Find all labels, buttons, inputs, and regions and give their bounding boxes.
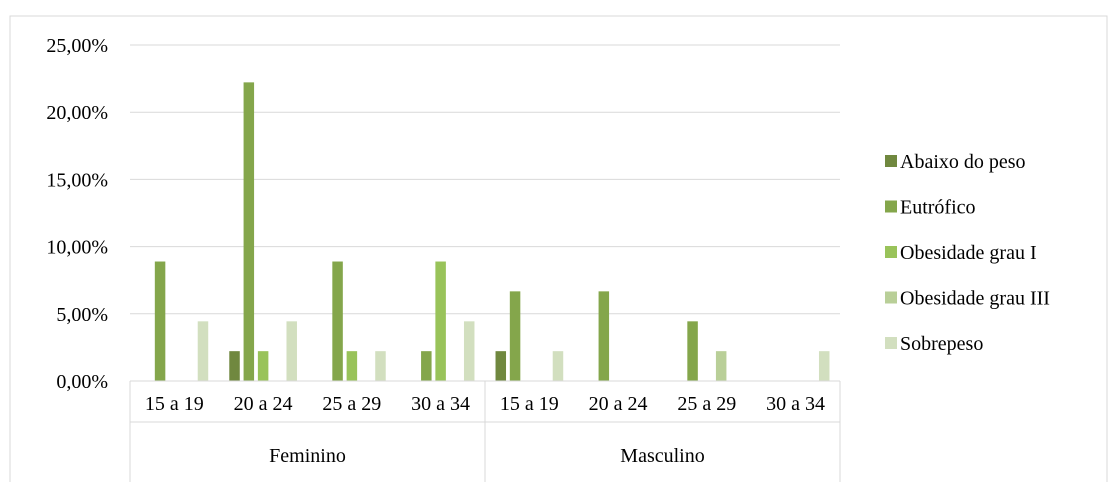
- legend-swatch: [885, 246, 897, 258]
- bar: [154, 261, 166, 381]
- chart-border: [9, 15, 1108, 482]
- legend-swatch: [885, 200, 897, 213]
- bar: [197, 321, 209, 381]
- bar: [495, 351, 507, 381]
- bar: [463, 321, 475, 381]
- bar: [715, 351, 727, 381]
- x-group-label: Feminino: [269, 445, 346, 467]
- legend-label: Abaixo do peso: [900, 151, 1026, 173]
- bar: [598, 291, 610, 381]
- legend-label: Obesidade grau I: [900, 242, 1037, 264]
- bar: [509, 291, 521, 381]
- x-tick-label: 20 a 24: [589, 393, 648, 415]
- gridlines: [130, 44, 840, 315]
- bar: [687, 321, 698, 381]
- y-tick-label: 15,00%: [46, 169, 108, 191]
- legend-label: Eutrófico: [900, 197, 976, 219]
- y-tick-label: 20,00%: [46, 102, 108, 124]
- legend-swatch: [885, 291, 897, 304]
- bar: [435, 261, 446, 381]
- bar: [346, 351, 358, 381]
- legend-label: Sobrepeso: [900, 333, 983, 355]
- x-tick-label: 25 a 29: [677, 393, 736, 415]
- y-tick-label: 0,00%: [56, 371, 108, 393]
- y-axis-ticks: 0,00% 5,00% 10,00% 15,00% 20,00% 25,00%: [46, 35, 108, 393]
- bar: [243, 82, 255, 382]
- x-tick-label: 30 a 34: [411, 393, 470, 415]
- x-tick-label: 30 a 34: [766, 393, 825, 415]
- bar: [375, 351, 386, 381]
- bar: [229, 351, 240, 381]
- x-tick-label: 15 a 19: [145, 393, 204, 415]
- x-tick-label: 15 a 19: [500, 393, 559, 415]
- bar: [332, 261, 343, 381]
- legend-swatch: [885, 337, 897, 349]
- y-tick-label: 25,00%: [46, 35, 108, 57]
- x-tick-label: 25 a 29: [322, 393, 381, 415]
- legend-label: Obesidade grau III: [900, 288, 1050, 310]
- bar: [818, 351, 830, 381]
- legend: Abaixo do peso Eutrófico Obesidade grau I O…: [885, 151, 1050, 355]
- y-tick-label: 5,00%: [56, 304, 108, 326]
- bar: [421, 351, 432, 381]
- x-axis: 15 a 19 20 a 24 25 a 29 30 a 34 15 a 19 20 a …: [129, 380, 841, 482]
- bar: [552, 351, 564, 381]
- x-group-label: Masculino: [620, 445, 704, 467]
- y-tick-label: 10,00%: [46, 237, 108, 259]
- bar: [286, 321, 297, 381]
- legend-swatch: [885, 155, 897, 167]
- x-tick-label: 20 a 24: [234, 393, 293, 415]
- bar: [257, 351, 269, 381]
- bars: [154, 82, 830, 382]
